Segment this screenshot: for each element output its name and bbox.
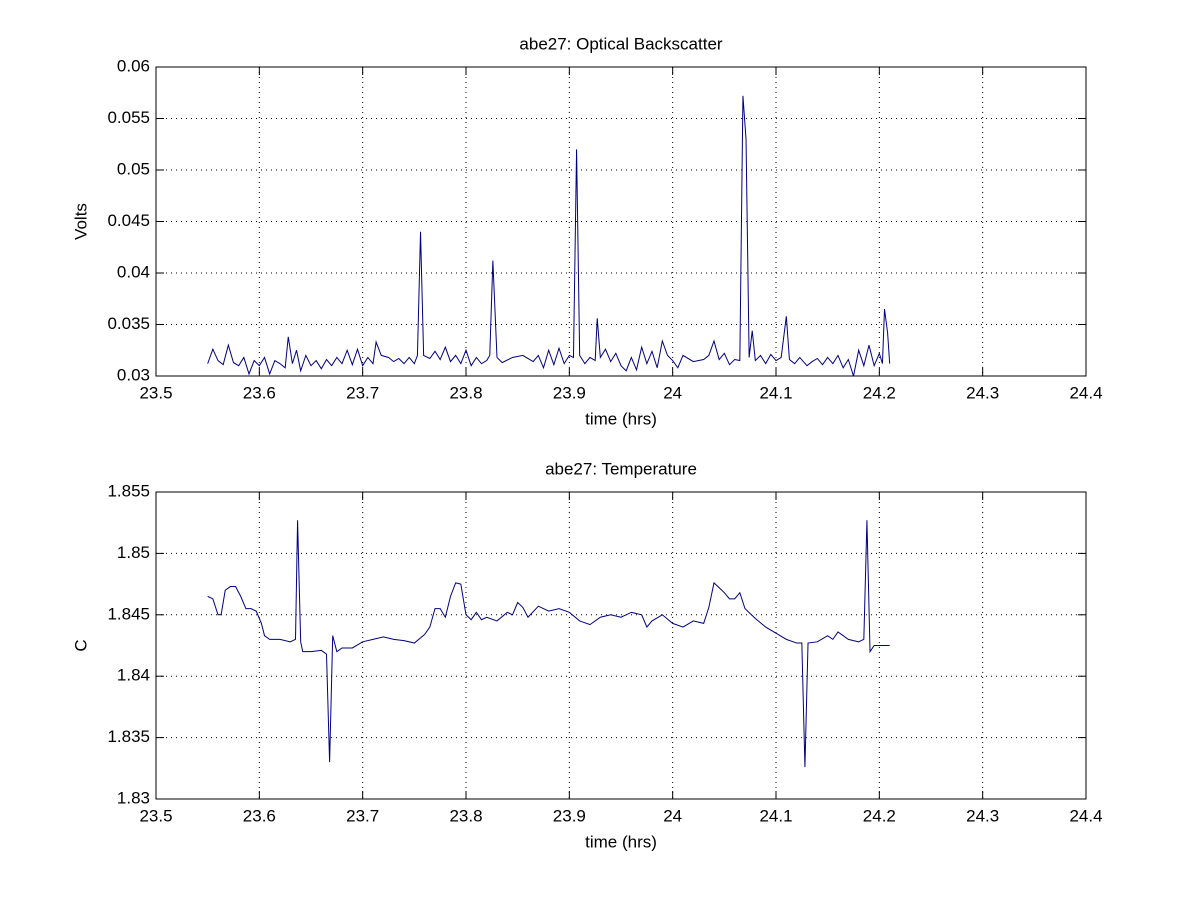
y-tick-label: 0.05 bbox=[117, 159, 150, 178]
x-tick-label: 24.4 bbox=[1069, 383, 1102, 402]
y-tick-label: 0.055 bbox=[107, 108, 150, 127]
chart-title: abe27: Temperature bbox=[545, 459, 697, 478]
x-tick-label: 23.5 bbox=[139, 383, 172, 402]
chart-title: abe27: Optical Backscatter bbox=[519, 34, 723, 53]
data-line bbox=[207, 520, 890, 768]
axes-frame bbox=[155, 66, 1087, 377]
x-tick-label: 24 bbox=[663, 383, 682, 402]
x-tick-label: 24.1 bbox=[759, 806, 792, 825]
x-tick-label: 24.2 bbox=[863, 806, 896, 825]
x-tick-label: 24.2 bbox=[863, 383, 896, 402]
x-tick-label: 23.5 bbox=[139, 806, 172, 825]
x-tick-label: 23.9 bbox=[553, 806, 586, 825]
y-tick-label: 0.06 bbox=[117, 56, 150, 75]
x-tick-label: 23.8 bbox=[449, 383, 482, 402]
x-tick-label: 23.8 bbox=[449, 806, 482, 825]
x-tick-label: 24.4 bbox=[1069, 806, 1102, 825]
y-axis-label: C bbox=[71, 639, 90, 651]
y-tick-label: 0.045 bbox=[107, 211, 150, 230]
y-tick-label: 1.85 bbox=[117, 543, 150, 562]
y-tick-label: 0.03 bbox=[117, 365, 150, 384]
axes-frame bbox=[155, 491, 1087, 800]
x-tick-label: 24.1 bbox=[759, 383, 792, 402]
y-tick-label: 1.845 bbox=[107, 604, 150, 623]
y-axis-label: Volts bbox=[71, 203, 90, 240]
x-axis-label: time (hrs) bbox=[585, 832, 657, 851]
y-tick-label: 0.035 bbox=[107, 314, 150, 333]
x-tick-label: 24.3 bbox=[966, 806, 999, 825]
data-line bbox=[207, 95, 891, 377]
x-tick-label: 23.7 bbox=[346, 383, 379, 402]
x-tick-label: 24 bbox=[663, 806, 682, 825]
x-tick-label: 23.7 bbox=[346, 806, 379, 825]
y-tick-label: 0.04 bbox=[117, 262, 150, 281]
axes-background bbox=[156, 492, 1086, 799]
x-axis-label: time (hrs) bbox=[585, 409, 657, 428]
y-tick-label: 1.83 bbox=[117, 788, 150, 807]
x-tick-label: 23.9 bbox=[553, 383, 586, 402]
x-tick-label: 23.6 bbox=[243, 806, 276, 825]
y-tick-label: 1.84 bbox=[117, 666, 150, 685]
x-tick-label: 24.3 bbox=[966, 383, 999, 402]
y-tick-label: 1.855 bbox=[107, 481, 150, 500]
y-tick-label: 1.835 bbox=[107, 727, 150, 746]
x-tick-label: 23.6 bbox=[243, 383, 276, 402]
